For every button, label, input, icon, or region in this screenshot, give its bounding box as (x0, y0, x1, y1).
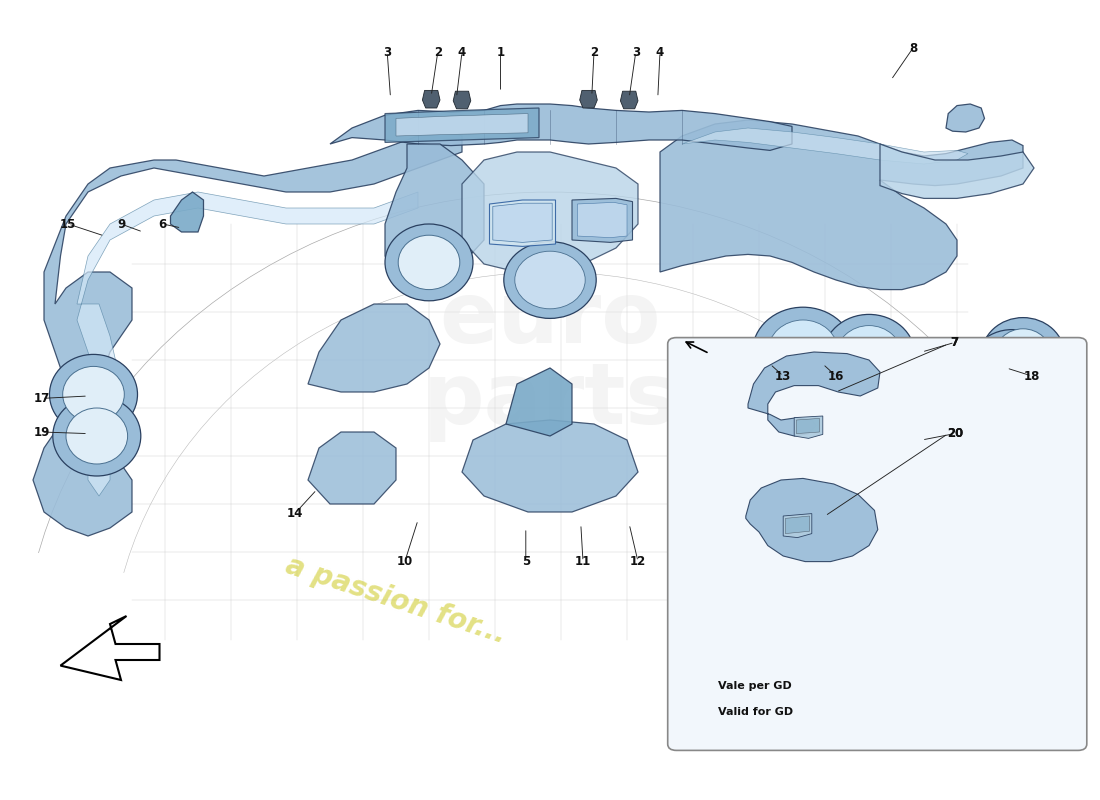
Ellipse shape (63, 366, 124, 422)
Polygon shape (422, 90, 440, 108)
Text: 4: 4 (458, 46, 466, 58)
Polygon shape (580, 90, 597, 108)
Polygon shape (453, 91, 471, 109)
Ellipse shape (66, 408, 128, 464)
Text: 7: 7 (950, 336, 959, 349)
Polygon shape (506, 368, 572, 436)
Ellipse shape (50, 354, 138, 434)
Ellipse shape (979, 342, 1045, 410)
Polygon shape (330, 104, 792, 150)
Polygon shape (493, 203, 552, 242)
Text: 16: 16 (828, 370, 844, 382)
Text: euro: euro (439, 278, 661, 362)
Ellipse shape (994, 329, 1052, 383)
Text: 2: 2 (433, 46, 442, 58)
Ellipse shape (398, 235, 460, 290)
Ellipse shape (385, 224, 473, 301)
Polygon shape (785, 516, 810, 534)
Polygon shape (308, 304, 440, 392)
Polygon shape (682, 128, 968, 164)
Text: 19: 19 (34, 426, 50, 438)
Polygon shape (660, 120, 1023, 290)
Text: 12: 12 (630, 555, 646, 568)
Ellipse shape (981, 318, 1065, 394)
Polygon shape (308, 432, 396, 504)
Polygon shape (33, 128, 462, 536)
Ellipse shape (752, 307, 854, 397)
Polygon shape (748, 352, 880, 436)
Text: 6: 6 (158, 218, 167, 230)
Text: 13: 13 (776, 370, 791, 382)
Text: 15: 15 (60, 218, 76, 230)
Text: 4: 4 (656, 46, 664, 58)
Text: 7: 7 (950, 336, 959, 349)
Text: 3: 3 (383, 46, 392, 58)
Polygon shape (783, 514, 812, 538)
Ellipse shape (768, 320, 838, 384)
Text: 8: 8 (909, 42, 917, 54)
Ellipse shape (966, 330, 1058, 422)
Polygon shape (946, 104, 984, 132)
Text: Vale per GD: Vale per GD (718, 682, 792, 691)
Text: 10: 10 (397, 555, 412, 568)
Polygon shape (746, 478, 878, 562)
Text: 20: 20 (947, 427, 962, 440)
Polygon shape (385, 108, 539, 142)
Text: 14: 14 (287, 507, 303, 520)
Polygon shape (462, 152, 638, 272)
Text: 11: 11 (575, 555, 591, 568)
Text: a passion for...: a passion for... (282, 551, 510, 649)
Text: Valid for GD: Valid for GD (718, 707, 793, 717)
Text: 5: 5 (521, 555, 530, 568)
Polygon shape (490, 200, 556, 246)
Polygon shape (170, 192, 204, 232)
Text: 3: 3 (631, 46, 640, 58)
FancyBboxPatch shape (668, 338, 1087, 750)
Polygon shape (396, 114, 528, 136)
Polygon shape (620, 91, 638, 109)
Polygon shape (578, 202, 627, 238)
Ellipse shape (823, 314, 915, 398)
Text: 20: 20 (947, 427, 962, 440)
Polygon shape (796, 418, 820, 434)
Polygon shape (385, 144, 484, 280)
Text: 2: 2 (590, 46, 598, 58)
Polygon shape (880, 144, 1034, 198)
Text: 18: 18 (1024, 370, 1040, 382)
Ellipse shape (53, 396, 141, 476)
Ellipse shape (515, 251, 585, 309)
Polygon shape (462, 420, 638, 512)
Polygon shape (794, 416, 823, 438)
Text: 17: 17 (34, 392, 50, 405)
Ellipse shape (504, 242, 596, 318)
Ellipse shape (836, 326, 902, 386)
Text: 9: 9 (117, 218, 125, 230)
Polygon shape (77, 192, 418, 496)
Text: 1: 1 (496, 46, 505, 58)
Polygon shape (572, 198, 632, 242)
Polygon shape (60, 616, 160, 680)
Text: parts: parts (422, 358, 678, 442)
